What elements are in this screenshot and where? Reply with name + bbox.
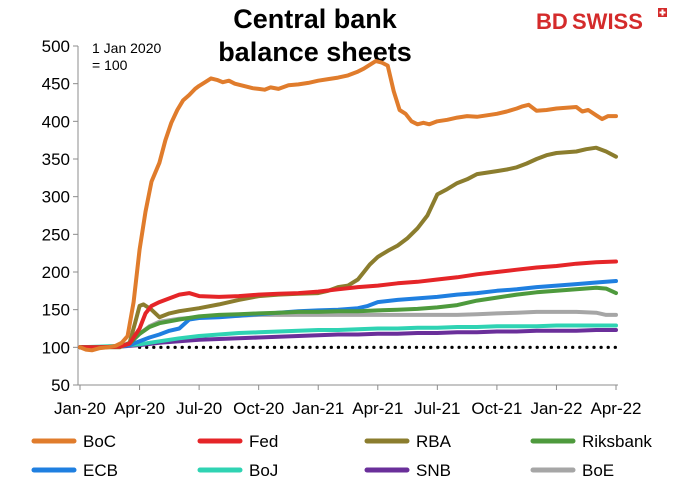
logo-mark-icon [658, 8, 667, 17]
legend-label: Fed [249, 432, 278, 451]
series-line-fed [78, 259, 618, 350]
y-tick-label: 500 [42, 37, 70, 56]
series-line-riksbank [78, 285, 618, 350]
logo-suffix: SWISS [572, 9, 643, 34]
chart-title: Central bank balance sheets [218, 4, 412, 67]
y-tick-label: 50 [51, 376, 70, 395]
legend-label: Riksbank [582, 432, 652, 451]
y-tick-label: 450 [42, 75, 70, 94]
x-tick-label: Oct-21 [471, 399, 522, 418]
y-tick-label: 250 [42, 225, 70, 244]
x-tick-label: Jan-22 [530, 399, 582, 418]
series-line-snb [78, 328, 618, 350]
legend-item-rba: RBA [364, 432, 452, 451]
axes: 50 100 150 200 250 300 350 400 450 500 Jan-20 Apr-2… [42, 37, 642, 418]
base-note-line-2: = 100 [92, 57, 128, 73]
y-tick-label: 100 [42, 338, 70, 357]
series-line-rba [78, 145, 618, 350]
y-tick-label: 150 [42, 301, 70, 320]
legend-item-fed: Fed [197, 432, 278, 451]
bdswiss-logo: BD SWISS [536, 8, 667, 34]
series-lines [78, 59, 618, 353]
x-tick-label: Apr-20 [114, 399, 165, 418]
y-tick-label: 200 [42, 263, 70, 282]
legend-item-boe: BoE [530, 461, 614, 480]
legend-label: BoJ [249, 461, 278, 480]
legend-label: BoE [582, 461, 614, 480]
x-tick-label: Oct-20 [233, 399, 284, 418]
chart-title-line-1: Central bank [233, 4, 398, 34]
legend-item-riksbank: Riksbank [530, 432, 652, 451]
series-line-boj [78, 323, 618, 350]
x-tick-label: Jan-20 [54, 399, 106, 418]
legend-label: ECB [83, 461, 118, 480]
legend-label: RBA [416, 432, 452, 451]
base-note: 1 Jan 2020 = 100 [92, 40, 161, 73]
legend-label: BoC [83, 432, 116, 451]
base-note-line-1: 1 Jan 2020 [92, 40, 161, 56]
series-line-boc [78, 59, 618, 353]
legend-item-snb: SNB [364, 461, 451, 480]
x-tick-label: Jul-21 [414, 399, 460, 418]
legend-item-ecb: ECB [31, 461, 118, 480]
x-tick-label: Jul-20 [176, 399, 222, 418]
x-tick-label: Apr-22 [590, 399, 641, 418]
legend: BoC Fed RBA Riksbank ECB BoJ SNB BoE [31, 432, 652, 480]
x-tick-label: Apr-21 [352, 399, 403, 418]
y-tick-label: 350 [42, 150, 70, 169]
logo-prefix: BD [536, 9, 568, 34]
y-tick-label: 400 [42, 112, 70, 131]
legend-item-boj: BoJ [197, 461, 278, 480]
legend-item-boc: BoC [31, 432, 116, 451]
y-tick-label: 300 [42, 188, 70, 207]
legend-label: SNB [416, 461, 451, 480]
x-tick-label: Jan-21 [292, 399, 344, 418]
